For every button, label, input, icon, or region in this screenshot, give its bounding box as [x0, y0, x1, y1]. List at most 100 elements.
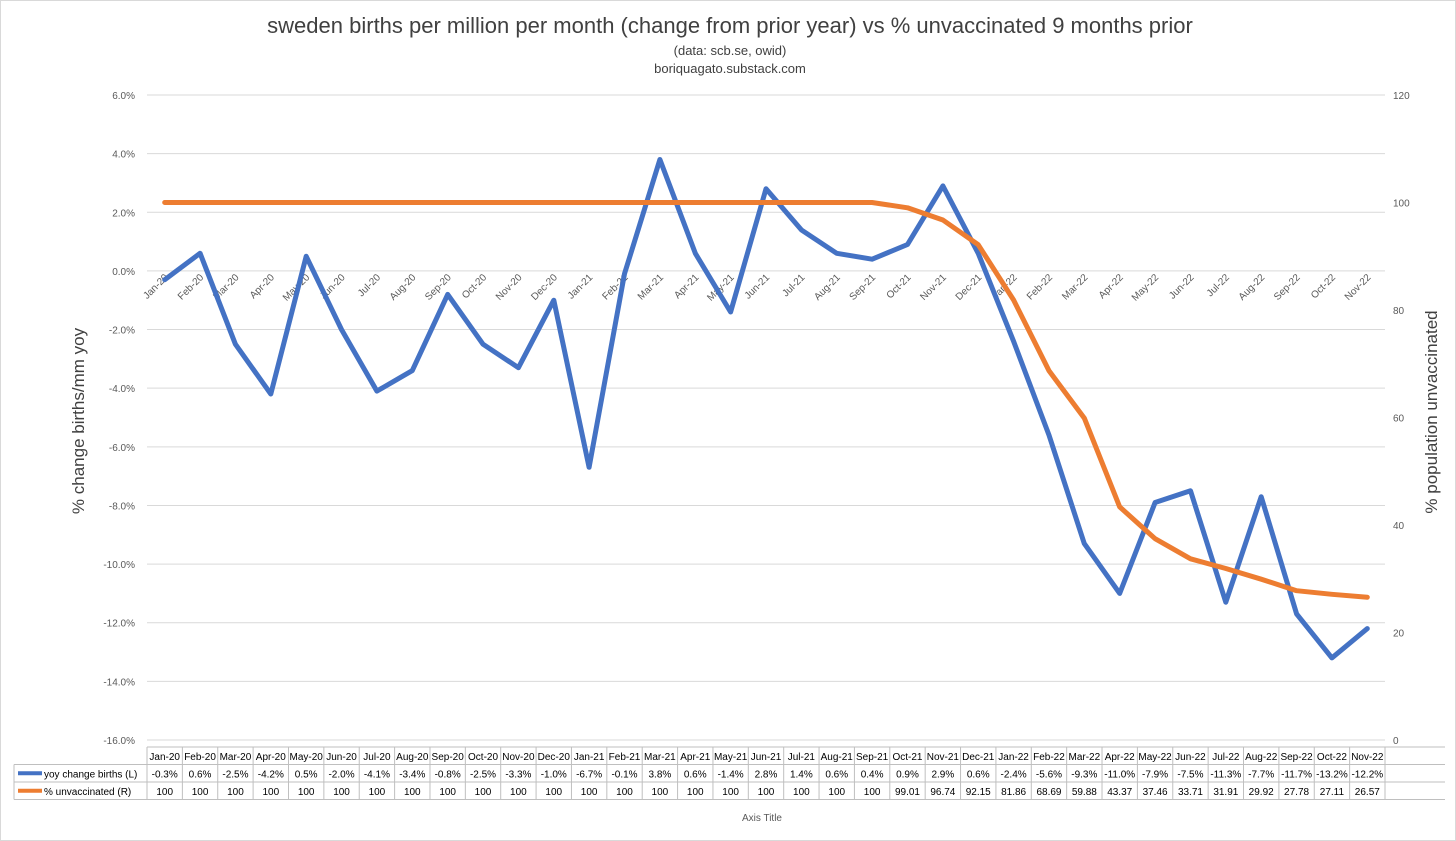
- table-cell: -0.3%: [152, 770, 178, 781]
- table-cell: 100: [793, 787, 810, 798]
- table-cell: 3.8%: [648, 770, 671, 781]
- table-header-cell: Apr-21: [680, 752, 710, 763]
- table-cell: 100: [581, 787, 598, 798]
- category-label: Sep-22: [1272, 272, 1303, 303]
- table-header-cell: Feb-22: [1033, 752, 1065, 763]
- table-header-cell: Aug-22: [1245, 752, 1278, 763]
- category-label: Sep-21: [848, 272, 879, 303]
- table-cell: 96.74: [930, 787, 955, 798]
- table-header-cell: Mar-21: [644, 752, 676, 763]
- left-tick-label: -4.0%: [109, 384, 135, 395]
- category-label: Jul-22: [1205, 272, 1232, 299]
- table-cell: 2.9%: [931, 770, 954, 781]
- right-tick-label: 60: [1393, 414, 1405, 425]
- category-label: Dec-20: [529, 272, 560, 303]
- table-cell: 100: [545, 787, 562, 798]
- table-cell: 100: [652, 787, 669, 798]
- table-header-cell: Jan-22: [998, 752, 1029, 763]
- category-label: Mar-21: [636, 272, 666, 302]
- table-cell: -2.4%: [1001, 770, 1027, 781]
- table-cell: 0.6%: [967, 770, 990, 781]
- left-tick-label: -16.0%: [103, 736, 135, 747]
- table-cell: 100: [687, 787, 704, 798]
- right-tick-label: 40: [1393, 521, 1405, 532]
- table-cell: 100: [439, 787, 456, 798]
- table-cell: 33.71: [1178, 787, 1203, 798]
- table-cell: 100: [510, 787, 527, 798]
- category-label: Jun-21: [743, 272, 773, 302]
- category-label: Jan-21: [566, 272, 596, 302]
- table-header-cell: Apr-22: [1105, 752, 1135, 763]
- table-cell: -3.4%: [399, 770, 425, 781]
- table-cell: -12.2%: [1351, 770, 1383, 781]
- left-tick-label: -8.0%: [109, 501, 135, 512]
- table-cell: 81.86: [1001, 787, 1026, 798]
- left-tick-label: 2.0%: [112, 208, 135, 219]
- table-header-cell: Aug-20: [396, 752, 429, 763]
- table-header-cell: Jul-20: [363, 752, 391, 763]
- table-cell: 0.9%: [896, 770, 919, 781]
- table-header-cell: Sep-20: [432, 752, 465, 763]
- table-header-cell: Dec-20: [538, 752, 571, 763]
- table-cell: 100: [298, 787, 315, 798]
- category-label: Dec-21: [954, 272, 985, 303]
- category-label: Nov-22: [1343, 272, 1374, 303]
- table-cell: 100: [227, 787, 244, 798]
- table-cell: 2.8%: [755, 770, 778, 781]
- chart-title: sweden births per million per month (cha…: [267, 13, 1193, 38]
- table-cell: 100: [758, 787, 775, 798]
- right-tick-label: 0: [1393, 736, 1399, 747]
- table-cell: 29.92: [1249, 787, 1274, 798]
- table-header-cell: Nov-22: [1351, 752, 1384, 763]
- right-tick-label: 120: [1393, 91, 1410, 102]
- table-header-cell: Jan-21: [574, 752, 605, 763]
- table-cell: -7.7%: [1248, 770, 1274, 781]
- table-cell: -5.6%: [1036, 770, 1062, 781]
- category-label: Apr-22: [1097, 272, 1126, 301]
- table-cell: 100: [828, 787, 845, 798]
- table-cell: -11.7%: [1281, 770, 1312, 781]
- table-cell: -6.7%: [576, 770, 602, 781]
- table-header-cell: Jun-22: [1175, 752, 1206, 763]
- table-header-cell: Aug-21: [821, 752, 854, 763]
- table-header-cell: Jun-20: [326, 752, 357, 763]
- table-header-cell: Nov-20: [502, 752, 535, 763]
- table-cell: 100: [404, 787, 421, 798]
- table-cell: -9.3%: [1071, 770, 1097, 781]
- table-cell: -2.5%: [470, 770, 496, 781]
- table-cell: 100: [864, 787, 881, 798]
- table-header-cell: Nov-21: [927, 752, 960, 763]
- table-cell: -4.1%: [364, 770, 390, 781]
- table-cell: 0.4%: [861, 770, 884, 781]
- table-cell: -2.0%: [328, 770, 354, 781]
- table-cell: 1.4%: [790, 770, 813, 781]
- table-header-cell: Oct-22: [1317, 752, 1347, 763]
- table-header-cell: Apr-20: [256, 752, 286, 763]
- right-tick-label: 80: [1393, 306, 1405, 317]
- data-table: Jan-20 Feb-20 Mar-20 Apr-20 May-20 Jun-20 Jul-…: [13, 746, 1445, 800]
- table-cell: 26.57: [1355, 787, 1380, 798]
- table-cell: 100: [262, 787, 279, 798]
- table-cell: -0.1%: [611, 770, 637, 781]
- right-axis-ticks: 120 100 80 60 40 20 0: [1393, 91, 1410, 747]
- table-cell: 59.88: [1072, 787, 1097, 798]
- table-cell: 100: [192, 787, 209, 798]
- table-cell: 0.5%: [295, 770, 318, 781]
- table-cell: 0.6%: [684, 770, 707, 781]
- chart-subtitle-source: (data: scb.se, owid): [674, 43, 787, 58]
- left-tick-label: -14.0%: [103, 677, 135, 688]
- category-label: Oct-22: [1309, 272, 1338, 301]
- table-header-cell: Jun-21: [751, 752, 782, 763]
- table-header-cell: Sep-22: [1280, 752, 1313, 763]
- table-cell: 43.37: [1107, 787, 1132, 798]
- category-label: Nov-21: [918, 272, 949, 303]
- table-header-cell: Mar-20: [220, 752, 252, 763]
- table-cell: 27.78: [1284, 787, 1309, 798]
- table-header-cell: May-21: [714, 752, 748, 763]
- category-label: Aug-20: [388, 272, 419, 303]
- table-cell: 31.91: [1213, 787, 1238, 798]
- left-tick-label: 0.0%: [112, 267, 135, 278]
- x-axis-title: Axis Title: [742, 813, 782, 824]
